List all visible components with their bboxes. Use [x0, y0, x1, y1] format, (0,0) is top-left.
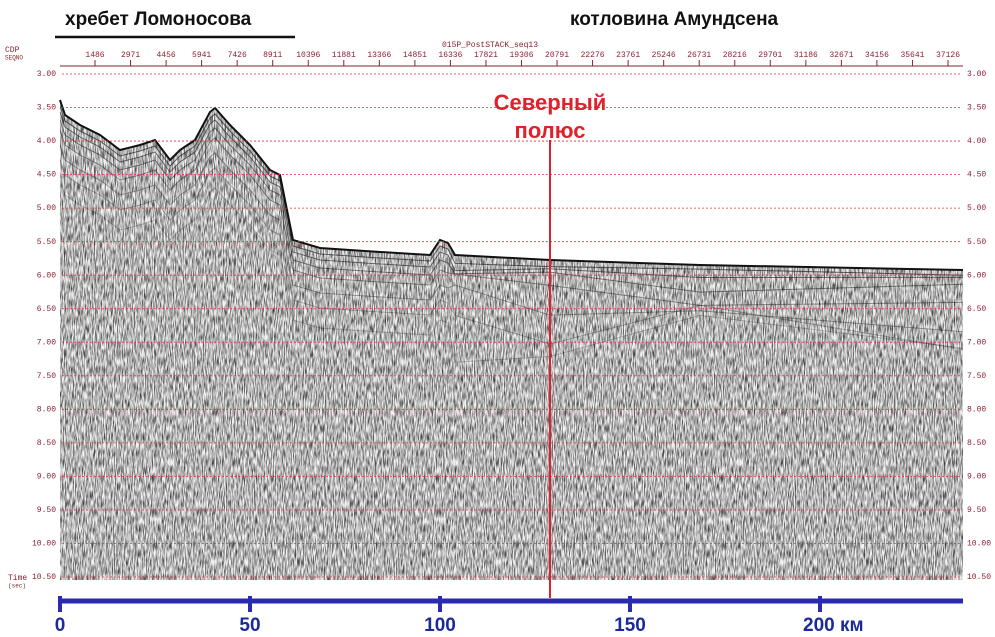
time-tick-label: 5.00 [967, 204, 986, 213]
time-tick-label: 7.50 [967, 372, 986, 381]
time-tick-label: 9.00 [37, 473, 56, 482]
time-tick-label: 5.50 [37, 238, 56, 247]
time-tick-label: 5.00 [37, 204, 56, 213]
time-tick-label: 9.50 [37, 506, 56, 515]
cdp-tick-label: 2971 [121, 51, 140, 60]
cdp-tick-label: 23761 [616, 51, 640, 60]
km-tick-label: 100 [424, 615, 456, 636]
cdp-tick-label: 19306 [509, 51, 533, 60]
cdp-tick-label: 5941 [192, 51, 211, 60]
cdp-tick-label: 13366 [367, 51, 391, 60]
cdp-tick-label: 22276 [581, 51, 605, 60]
time-tick-label: 8.00 [967, 405, 986, 414]
cdp-tick-label: 8911 [263, 51, 282, 60]
time-tick-label: 6.00 [967, 271, 986, 280]
right-header: котловина Амундсена [570, 9, 779, 30]
seqno-label: SEQNO [5, 55, 23, 62]
left-header: хребет Ломоносова [65, 9, 252, 30]
time-tick-label: 4.50 [37, 171, 56, 180]
cdp-tick-label: 29701 [758, 51, 782, 60]
cdp-tick-label: 17821 [474, 51, 498, 60]
cdp-tick-label: 11881 [332, 51, 356, 60]
cdp-tick-label: 20791 [545, 51, 569, 60]
cdp-tick-label: 28216 [723, 51, 747, 60]
cdp-tick-label: 32671 [829, 51, 853, 60]
cdp-tick-label: 7426 [228, 51, 247, 60]
time-tick-label: 7.50 [37, 372, 56, 381]
time-tick-label: 10.00 [32, 540, 56, 549]
cdp-tick-label: 10396 [296, 51, 320, 60]
km-tick-label: 50 [239, 615, 260, 636]
cdp-tick-label: 34156 [865, 51, 889, 60]
time-tick-label: 9.50 [967, 506, 986, 515]
time-tick-label: 8.50 [967, 439, 986, 448]
seismic-figure: хребет Ломоносова котловина Амундсена 01… [0, 0, 995, 637]
time-tick-label: 6.50 [967, 305, 986, 314]
time-tick-label: 3.50 [967, 104, 986, 113]
time-tick-label: 5.50 [967, 238, 986, 247]
km-tick-label: 0 [55, 615, 66, 636]
cdp-tick-label: 37126 [936, 51, 960, 60]
cdp-tick-label: 1486 [85, 51, 104, 60]
pole-label: Северный [494, 90, 607, 115]
time-tick-label: 7.00 [37, 338, 56, 347]
cdp-tick-label: 26731 [687, 51, 711, 60]
time-tick-label: 3.50 [37, 104, 56, 113]
time-tick-label: 3.00 [37, 70, 56, 79]
time-tick-label: 4.00 [967, 137, 986, 146]
cdp-tick-label: 31186 [794, 51, 818, 60]
time-tick-label: 8.00 [37, 405, 56, 414]
cdp-tick-label: 4456 [156, 51, 175, 60]
time-tick-label: 6.00 [37, 271, 56, 280]
time-tick-label: 10.00 [967, 540, 991, 549]
time-tick-label: 3.00 [967, 70, 986, 79]
time-tick-label: 6.50 [37, 305, 56, 314]
time-tick-label: 9.00 [967, 473, 986, 482]
cdp-tick-label: 35641 [900, 51, 924, 60]
time-unit: (sec) [8, 583, 26, 590]
cdp-tick-label: 16336 [438, 51, 462, 60]
cdp-tick-label: 25246 [652, 51, 676, 60]
time-tick-label: 4.00 [37, 137, 56, 146]
pole-label: полюс [515, 118, 586, 143]
time-tick-label: 7.00 [967, 338, 986, 347]
km-tick-label: 150 [614, 615, 646, 636]
time-tick-label: 10.50 [967, 573, 991, 582]
time-tick-label: 10.50 [32, 573, 56, 582]
section-title: 015P_PostSTACK_seq13 [442, 41, 538, 50]
km-tick-label: 200 км [803, 615, 864, 636]
time-tick-label: 4.50 [967, 171, 986, 180]
time-tick-label: 8.50 [37, 439, 56, 448]
cdp-tick-label: 14851 [403, 51, 427, 60]
